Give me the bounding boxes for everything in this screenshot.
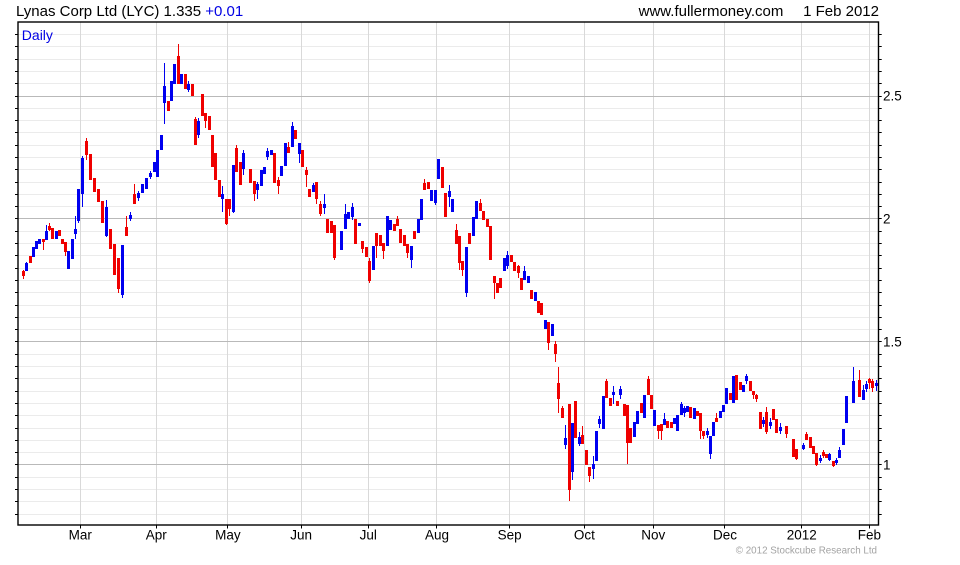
svg-text:Dec: Dec bbox=[713, 528, 737, 543]
svg-text:Jul: Jul bbox=[360, 528, 377, 543]
svg-text:Oct: Oct bbox=[574, 528, 595, 543]
svg-text:Feb: Feb bbox=[858, 528, 881, 543]
svg-text:2: 2 bbox=[883, 212, 891, 227]
svg-text:May: May bbox=[215, 528, 241, 543]
svg-text:Apr: Apr bbox=[146, 528, 168, 543]
svg-text:Sep: Sep bbox=[498, 528, 522, 543]
svg-text:1: 1 bbox=[883, 458, 891, 473]
svg-text:Aug: Aug bbox=[425, 528, 449, 543]
svg-text:Jun: Jun bbox=[290, 528, 312, 543]
svg-text:Daily: Daily bbox=[22, 27, 53, 43]
svg-text:Mar: Mar bbox=[69, 528, 93, 543]
svg-text:2012: 2012 bbox=[787, 528, 817, 543]
svg-text:1.5: 1.5 bbox=[883, 335, 902, 350]
svg-text:© 2012 Stockcube Research Ltd: © 2012 Stockcube Research Ltd bbox=[736, 546, 877, 557]
svg-text:Lynas Corp Ltd (LYC) 1.335 +0.: Lynas Corp Ltd (LYC) 1.335 +0.01 bbox=[16, 3, 243, 20]
svg-text:www.fullermoney.com: www.fullermoney.com bbox=[638, 3, 784, 20]
svg-text:2.5: 2.5 bbox=[883, 89, 902, 104]
svg-text:Nov: Nov bbox=[641, 528, 665, 543]
svg-text:1 Feb 2012: 1 Feb 2012 bbox=[803, 3, 879, 20]
